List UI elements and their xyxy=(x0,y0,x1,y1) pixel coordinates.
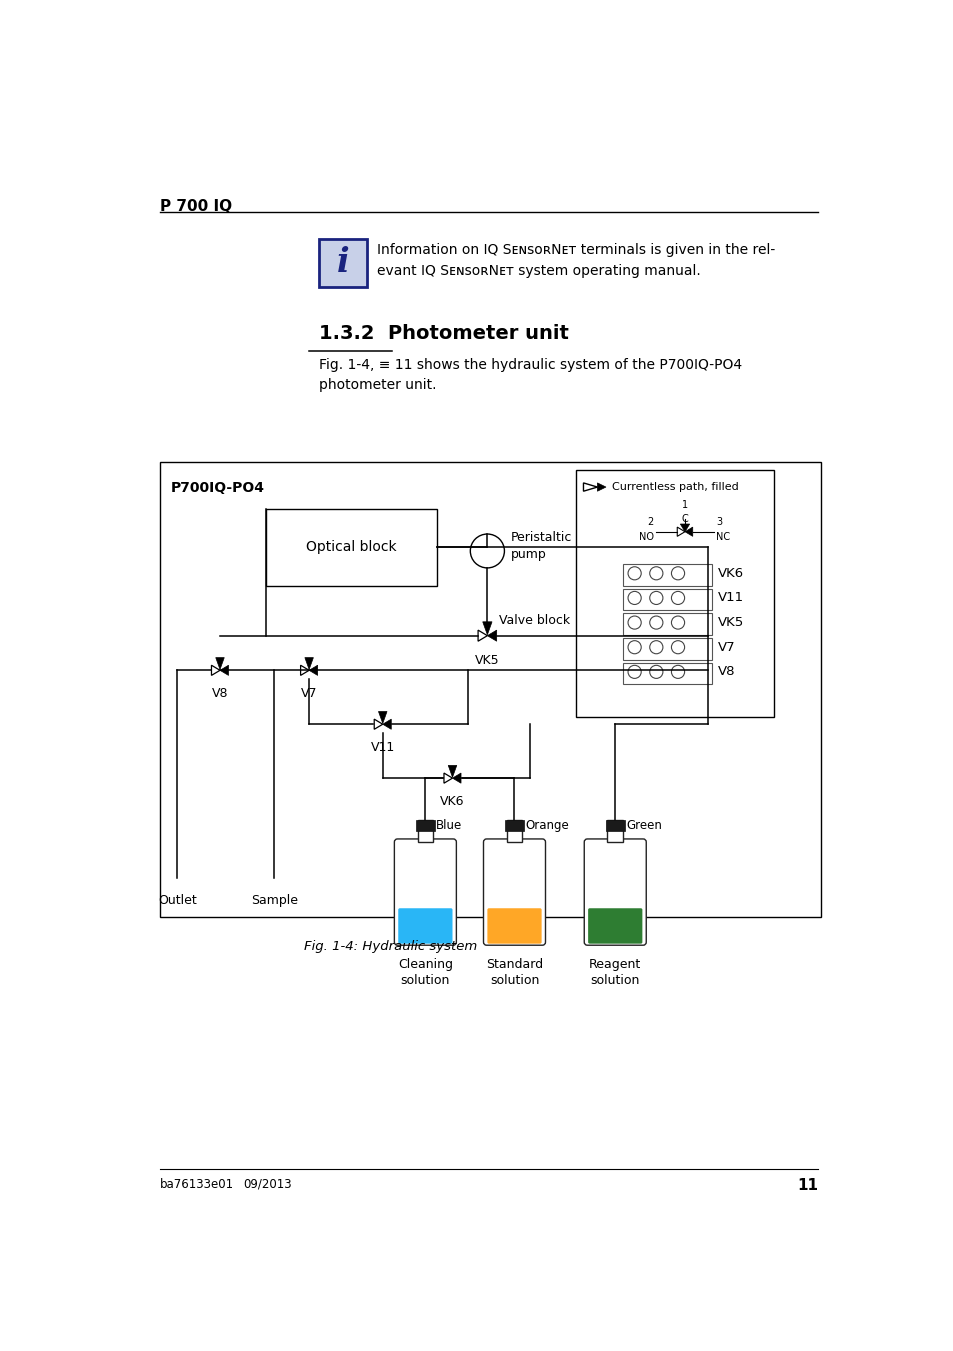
Polygon shape xyxy=(482,621,492,635)
Circle shape xyxy=(649,665,662,678)
FancyBboxPatch shape xyxy=(587,908,641,943)
FancyBboxPatch shape xyxy=(483,839,545,946)
Bar xyxy=(506,820,521,842)
Bar xyxy=(159,462,821,917)
Circle shape xyxy=(627,640,640,654)
Circle shape xyxy=(671,665,684,678)
Circle shape xyxy=(671,616,684,630)
Text: Fig. 1-4: Hydraulic system: Fig. 1-4: Hydraulic system xyxy=(304,940,476,952)
Text: V11: V11 xyxy=(370,742,395,754)
Text: Outlet: Outlet xyxy=(158,893,196,907)
FancyBboxPatch shape xyxy=(487,908,541,943)
Text: V7: V7 xyxy=(300,688,317,700)
Circle shape xyxy=(671,567,684,580)
Polygon shape xyxy=(215,658,224,670)
Bar xyxy=(266,508,436,585)
Polygon shape xyxy=(305,658,313,670)
Circle shape xyxy=(627,616,640,630)
Text: NO: NO xyxy=(639,532,654,543)
Polygon shape xyxy=(448,766,456,777)
Bar xyxy=(416,820,435,831)
Circle shape xyxy=(627,567,640,580)
Bar xyxy=(622,613,711,635)
Circle shape xyxy=(649,616,662,630)
Bar xyxy=(622,565,711,585)
Polygon shape xyxy=(220,665,229,676)
Text: 3: 3 xyxy=(716,517,721,527)
Bar xyxy=(622,589,711,611)
Polygon shape xyxy=(487,630,497,642)
Text: VK5: VK5 xyxy=(475,654,499,667)
Circle shape xyxy=(671,640,684,654)
Bar xyxy=(576,470,773,716)
Bar xyxy=(505,820,523,831)
Circle shape xyxy=(470,534,504,567)
Text: Optical block: Optical block xyxy=(306,540,396,554)
Text: Sample: Sample xyxy=(251,893,297,907)
Polygon shape xyxy=(309,665,317,676)
Text: P 700 IQ: P 700 IQ xyxy=(159,199,232,213)
Bar xyxy=(622,638,711,659)
Circle shape xyxy=(649,640,662,654)
Bar xyxy=(605,820,624,831)
Polygon shape xyxy=(452,773,460,784)
Text: ba76133e01: ba76133e01 xyxy=(159,1178,233,1190)
Circle shape xyxy=(649,592,662,604)
Bar xyxy=(417,820,433,842)
Text: 1: 1 xyxy=(681,500,687,511)
Bar xyxy=(319,239,367,286)
Text: 09/2013: 09/2013 xyxy=(243,1178,292,1190)
Text: V8: V8 xyxy=(718,665,735,678)
Polygon shape xyxy=(378,712,387,723)
FancyBboxPatch shape xyxy=(397,908,452,943)
Circle shape xyxy=(627,665,640,678)
Text: Standard
solution: Standard solution xyxy=(485,958,542,986)
Circle shape xyxy=(649,567,662,580)
Text: Fig. 1-4, ≡ 11 shows the hydraulic system of the P700IQ-PO4
photometer unit.: Fig. 1-4, ≡ 11 shows the hydraulic syste… xyxy=(319,358,741,392)
Circle shape xyxy=(671,592,684,604)
Text: 1.3.2  Photometer unit: 1.3.2 Photometer unit xyxy=(319,324,569,343)
Text: 2: 2 xyxy=(647,517,654,527)
FancyBboxPatch shape xyxy=(394,839,456,946)
Text: C: C xyxy=(680,513,688,524)
Text: Peristaltic
pump: Peristaltic pump xyxy=(510,531,572,562)
Text: 11: 11 xyxy=(797,1178,818,1193)
Text: Currentless path, filled: Currentless path, filled xyxy=(612,482,739,492)
Text: NC: NC xyxy=(716,532,729,543)
Text: Orange: Orange xyxy=(525,819,569,832)
Polygon shape xyxy=(679,524,689,532)
Text: V8: V8 xyxy=(212,688,228,700)
FancyBboxPatch shape xyxy=(583,839,645,946)
Polygon shape xyxy=(382,719,391,730)
Polygon shape xyxy=(597,482,605,492)
Text: V11: V11 xyxy=(718,592,743,604)
Text: Cleaning
solution: Cleaning solution xyxy=(397,958,453,986)
Text: V7: V7 xyxy=(718,640,735,654)
Text: VK6: VK6 xyxy=(718,567,743,580)
Text: P700IQ-PO4: P700IQ-PO4 xyxy=(171,481,264,494)
Circle shape xyxy=(627,592,640,604)
Text: Reagent
solution: Reagent solution xyxy=(589,958,640,986)
Text: VK5: VK5 xyxy=(718,616,743,630)
Text: Information on IQ SᴇɴsᴏʀNᴇᴛ terminals is given in the rel-
evant IQ SᴇɴsᴏʀNᴇᴛ sy: Information on IQ SᴇɴsᴏʀNᴇᴛ terminals is… xyxy=(376,243,774,277)
Text: Blue: Blue xyxy=(436,819,462,832)
Text: i: i xyxy=(336,246,349,280)
Polygon shape xyxy=(684,527,692,536)
Text: Valve block: Valve block xyxy=(498,613,570,627)
Text: Green: Green xyxy=(625,819,661,832)
Text: VK6: VK6 xyxy=(439,794,464,808)
Bar xyxy=(607,820,622,842)
Bar xyxy=(622,662,711,684)
